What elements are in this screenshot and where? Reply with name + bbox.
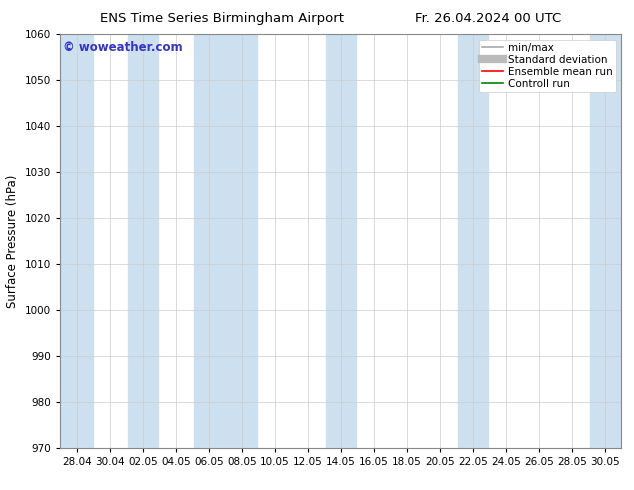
Bar bbox=[194, 34, 257, 448]
Legend: min/max, Standard deviation, Ensemble mean run, Controll run: min/max, Standard deviation, Ensemble me… bbox=[479, 40, 616, 92]
Y-axis label: Surface Pressure (hPa): Surface Pressure (hPa) bbox=[6, 174, 20, 308]
Bar bbox=[60, 34, 93, 448]
Text: © woweather.com: © woweather.com bbox=[63, 41, 183, 53]
Bar bbox=[326, 34, 356, 448]
Bar bbox=[458, 34, 488, 448]
Text: ENS Time Series Birmingham Airport: ENS Time Series Birmingham Airport bbox=[100, 12, 344, 25]
Text: Fr. 26.04.2024 00 UTC: Fr. 26.04.2024 00 UTC bbox=[415, 12, 561, 25]
Bar bbox=[590, 34, 619, 448]
Bar bbox=[128, 34, 158, 448]
